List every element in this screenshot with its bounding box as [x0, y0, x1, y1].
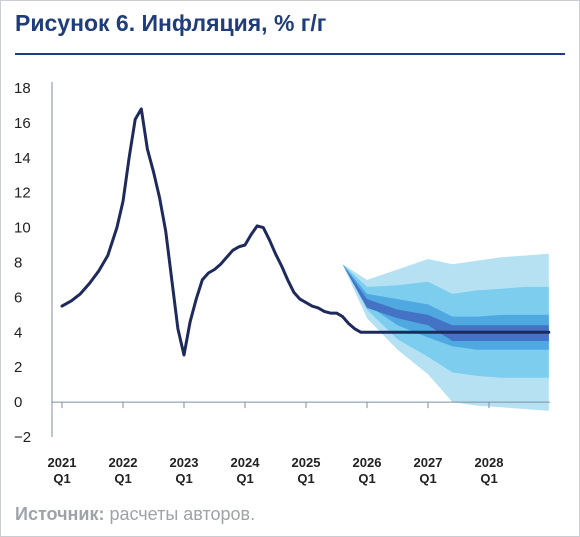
- chart-lines: [60, 107, 551, 357]
- x-tick-quarter: Q1: [297, 471, 314, 486]
- x-tick-quarter: Q1: [358, 471, 375, 486]
- y-tick-label: 16: [14, 115, 31, 132]
- y-tick-label: 4: [14, 324, 22, 341]
- y-tick-label: 14: [14, 150, 31, 167]
- x-tick-year: 2024: [231, 455, 261, 470]
- y-tick-label: 0: [14, 394, 22, 411]
- x-tick-year: 2023: [170, 455, 199, 470]
- source-label: Источник:: [15, 504, 105, 524]
- x-tick-year: 2022: [109, 455, 138, 470]
- figure-title: Рисунок 6. Инфляция, % г/г: [15, 10, 327, 36]
- y-tick-label: −2: [14, 429, 31, 446]
- y-tick-label: 6: [14, 289, 22, 306]
- x-tick-quarter: Q1: [480, 471, 497, 486]
- y-axis-ticks: 18 16 14 12 10 8 6 4 2 0 −2: [14, 80, 31, 446]
- y-tick-label: 2: [14, 359, 22, 376]
- x-tick-year: 2021: [48, 455, 77, 470]
- x-tick-quarter: Q1: [236, 471, 253, 486]
- chart-axes: [51, 82, 550, 437]
- x-tick-year: 2025: [292, 455, 321, 470]
- x-tick-quarter: Q1: [114, 471, 131, 486]
- x-tick-quarter: Q1: [53, 471, 70, 486]
- source-text: расчеты авторов.: [104, 504, 256, 524]
- y-tick-label: 12: [14, 185, 31, 202]
- title-divider: [15, 53, 565, 55]
- x-tick-year: 2027: [414, 455, 443, 470]
- y-tick-label: 8: [14, 255, 22, 272]
- y-tick-label: 18: [14, 80, 31, 97]
- source-note: Источник: расчеты авторов.: [15, 504, 255, 525]
- y-tick-label: 10: [14, 220, 31, 237]
- x-tick-quarter: Q1: [175, 471, 192, 486]
- x-axis-ticks: 2021Q12022Q12023Q12024Q12025Q12026Q12027…: [48, 402, 504, 486]
- x-tick-quarter: Q1: [419, 471, 436, 486]
- x-tick-year: 2026: [353, 455, 382, 470]
- inflation-line-0: [60, 107, 551, 357]
- x-tick-year: 2028: [475, 455, 504, 470]
